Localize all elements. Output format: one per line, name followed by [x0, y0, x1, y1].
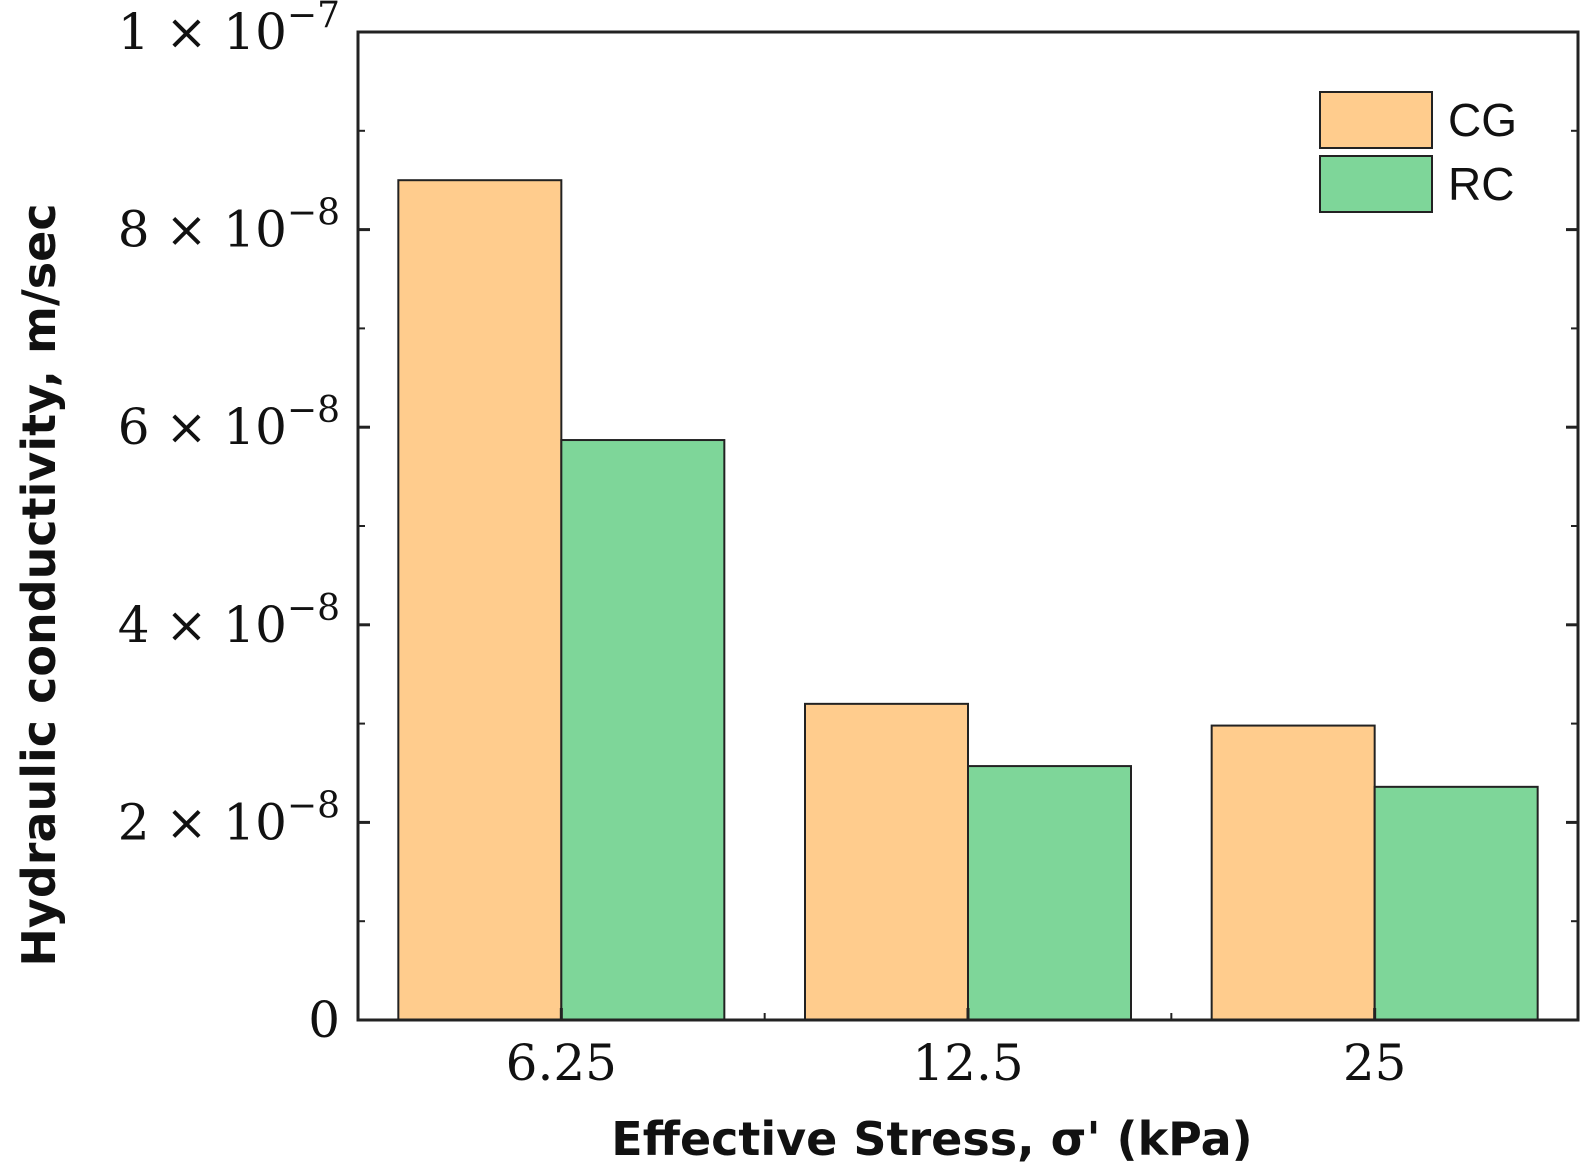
x-tick-label-25: 25: [1343, 1034, 1407, 1092]
bar-cg-6.25: [397, 179, 563, 1021]
y-tick-label: 8 × 10−8: [118, 193, 340, 259]
x-tick-labels: 6.25 12.5 25: [506, 1034, 1407, 1092]
y-tick-label: 2 × 10−8: [118, 785, 340, 851]
bar-rc-25: [1373, 785, 1539, 1021]
bar-rc-6.25: [560, 439, 726, 1021]
y-tick-labels: 0 2 × 10−8 4 × 10−8 6 × 10−8 8 × 10−8 1 × 10−…: [118, 0, 340, 1049]
x-tick-label-12.5: 12.5: [912, 1034, 1023, 1092]
legend-label-cg: CG: [1448, 94, 1517, 146]
y-axis-title: Hydraulic conductivity, m/sec: [12, 203, 66, 966]
legend-label-rc: RC: [1448, 158, 1514, 210]
plot-frame: [356, 30, 1580, 1022]
bar-cg-12.5: [804, 702, 969, 1022]
legend-swatch-cg: [1319, 91, 1433, 149]
y-tick-label: 4 × 10−8: [118, 588, 340, 654]
y-tick-label: 6 × 10−8: [118, 390, 340, 456]
bar-rc-12.5: [967, 765, 1132, 1021]
x-tick-label-6.25: 6.25: [506, 1034, 617, 1092]
bars: [397, 179, 1539, 1022]
legend-swatch-rc: [1319, 155, 1433, 213]
y-tick-label: 0: [308, 991, 340, 1049]
legend: CG RC: [1319, 91, 1517, 213]
x-axis-title: Effective Stress, σ' (kPa): [611, 1112, 1252, 1166]
bar-cg-25: [1210, 724, 1376, 1021]
y-tick-label: 1 × 10−7: [118, 0, 340, 61]
